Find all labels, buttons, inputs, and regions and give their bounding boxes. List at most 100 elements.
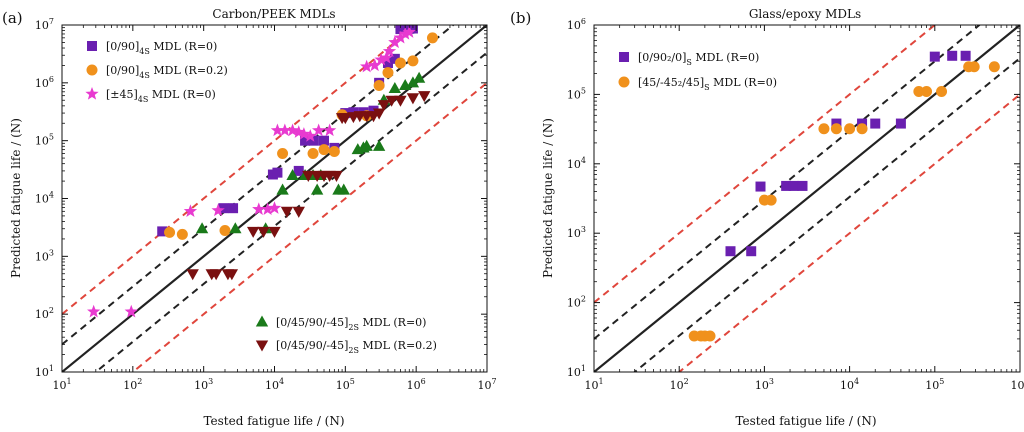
panel-a-series-2-point-10 [292,125,306,138]
panel-a-series-2-point-19 [382,44,397,58]
panel-a-series-0-point-6 [300,135,311,146]
panel-a-legend-marker-3 [255,315,269,327]
panel-b-x-tick-label: 104 [840,377,859,392]
panel-a-series-0-point-13 [368,105,379,116]
panel-a-x-tick-label: 104 [265,377,284,392]
panel-b-y-tick-label: 106 [567,17,586,32]
panel-a-series-4-point-14 [330,170,343,182]
panel-a-legend-item-0: [0/90]4S MDL (R=0) [87,40,217,56]
panel-a-series-0-point-1 [218,203,229,214]
panel-a-series-4-point-2 [209,269,223,281]
panel-b-y-tick-label: 105 [567,86,586,101]
panel-a-series-0-point-15 [382,58,393,69]
panel-a-series-3-point-3 [276,183,289,195]
panel-a-series-2-point-7 [270,123,285,137]
panel-b-legend-label-0: [0/90₂/0]S MDL (R=0) [638,51,759,67]
panel-a-series-1-point-6 [328,145,340,157]
panel-b-series-0-point-5 [797,180,808,191]
panel-b-x-tick-label: 102 [670,377,689,392]
panel-a-series-2-point-12 [303,129,317,142]
panel-b-series-1-point-15 [988,61,1000,73]
panel-a-series-3-point-16 [388,81,402,93]
panel-a-y-tick-label: 106 [35,75,54,90]
panel-b-reference-line-2 [633,57,1020,372]
panel-a-y-tick-label: 102 [35,306,54,321]
panel-a-x-tick-label: 106 [407,377,426,392]
panel-b-series-1-point-9 [856,123,868,135]
panel-b-legend-marker-1 [618,76,630,88]
panel-a-legend-marker-0 [87,41,97,51]
panel-a-series-0-point-0 [157,226,168,237]
panel-a-series-0-point-4 [272,167,283,178]
panel-a-series-1-point-3 [277,147,289,159]
panel-a-series-4-point-4 [225,269,239,281]
panel-a-series-1-point-13 [426,32,438,44]
panel-b-series-0-point-4 [788,180,799,191]
panel-b-plot-frame [593,24,1021,373]
panel-a-series-3-point-0 [195,222,209,234]
panel-b-series-1-point-12 [936,86,948,98]
panel-a-series-4-point-26 [418,91,431,103]
panel-a-series-4-point-10 [302,170,315,182]
panel-b-x-axis-title: Tested fatigue life / (N) [735,414,876,428]
panel-a-x-tick-label: 105 [336,377,355,392]
panel-a-series-4-point-25 [406,93,420,105]
panel-b-series-1-point-10 [913,86,925,98]
panel-b-x-tick-label: 103 [755,377,774,392]
panel-a-series-4-point-6 [257,226,270,238]
panel-b-series-0-point-12 [960,50,971,61]
panel-a-legend: [0/90]4S MDL (R=0) [0/90]4S MDL (R=0.2) [±… [85,40,437,355]
panel-a-series-4-point-21 [372,108,386,120]
panel-a-series-2-point-0 [87,304,101,318]
panel-b-ticks: 101 102 103 104 105 106 101 102 103 104 105 106 [567,17,1024,392]
panel-a-series-2-point-2 [183,204,198,217]
panel-b-series-1-point-8 [844,123,856,135]
panel-a-series-3-point-10 [337,183,350,195]
panel-a-series-2-point-21 [393,30,408,44]
panel-b-series-0-point-8 [870,118,881,129]
panel-b-series-0-point-1 [746,246,757,257]
panel-b-reference-line-1 [594,25,981,340]
panel-a-series-2-point-11 [297,127,311,140]
panel-a-x-tick-label: 103 [194,377,213,392]
panel-a-series-2-point-15 [360,59,374,73]
panel-a-series-3-point-1 [229,222,242,234]
panel-a-x-tick-label: 107 [477,377,496,392]
panel-a-series-2-point-22 [398,26,412,40]
panel-a-series-1-point-12 [407,55,419,67]
panel-a-series-2-point-8 [278,123,292,137]
panel-b-x-tick-label: 105 [925,377,944,392]
panel-a-legend-marker-1 [86,64,98,76]
panel-a-series-3-point-18 [406,76,420,88]
panel-a-series-4-point-24 [394,95,407,107]
panel-b-title: Glass/epoxy MDLs [749,7,861,21]
panel-b-series-1-point-5 [765,194,777,206]
chart-panel-b: (b) Glass/epoxy MDLs 1011021031041051061… [510,7,1024,428]
panel-a-title: Carbon/PEEK MDLs [212,7,335,21]
panel-a-x-tick-label: 101 [52,377,71,392]
panel-b-series-1-point-6 [818,123,830,135]
panel-a-series-0-point-8 [319,135,330,146]
panel-b-legend-marker-0 [619,52,629,62]
panel-a-y-axis-title: Predicted fatigue life / (N) [9,118,23,278]
panel-b-series-1-point-7 [830,123,842,135]
panel-a-reference-line-2 [94,51,487,372]
panel-a-series-2-point-1 [124,304,138,318]
panel-b-y-tick-label: 103 [567,225,586,240]
panel-a-series-2-point-23 [402,25,416,38]
panel-b-series-0-point-0 [725,246,736,257]
panel-a-reference-line-4 [131,82,487,372]
panel-a-series-3-point-4 [286,168,299,181]
panel-b-legend-item-0: [0/90₂/0]S MDL (R=0) [619,51,759,67]
panel-b-y-tick-label: 104 [567,156,586,171]
panel-a-legend-label-3: [0/45/90/-45]2S MDL (R=0) [276,316,426,332]
panel-a-series-1-point-9 [373,79,385,91]
panel-b-series-1-point-11 [921,86,933,98]
panel-a-legend-item-2: [±45]4S MDL (R=0) [85,87,216,104]
chart-panel-a: (a) Carbon/PEEK MDLs 101 102 103 104 105 106 1… [2,7,497,428]
panel-b-legend: [0/90₂/0]S MDL (R=0) [45/-45₂/45]S MDL (R… [618,51,777,92]
panel-a-series-2-point-6 [267,201,282,214]
panel-a-series-2-point-4 [252,202,266,215]
panel-a-series-1-point-5 [318,144,330,156]
panel-a-series-4-point-5 [247,226,260,238]
